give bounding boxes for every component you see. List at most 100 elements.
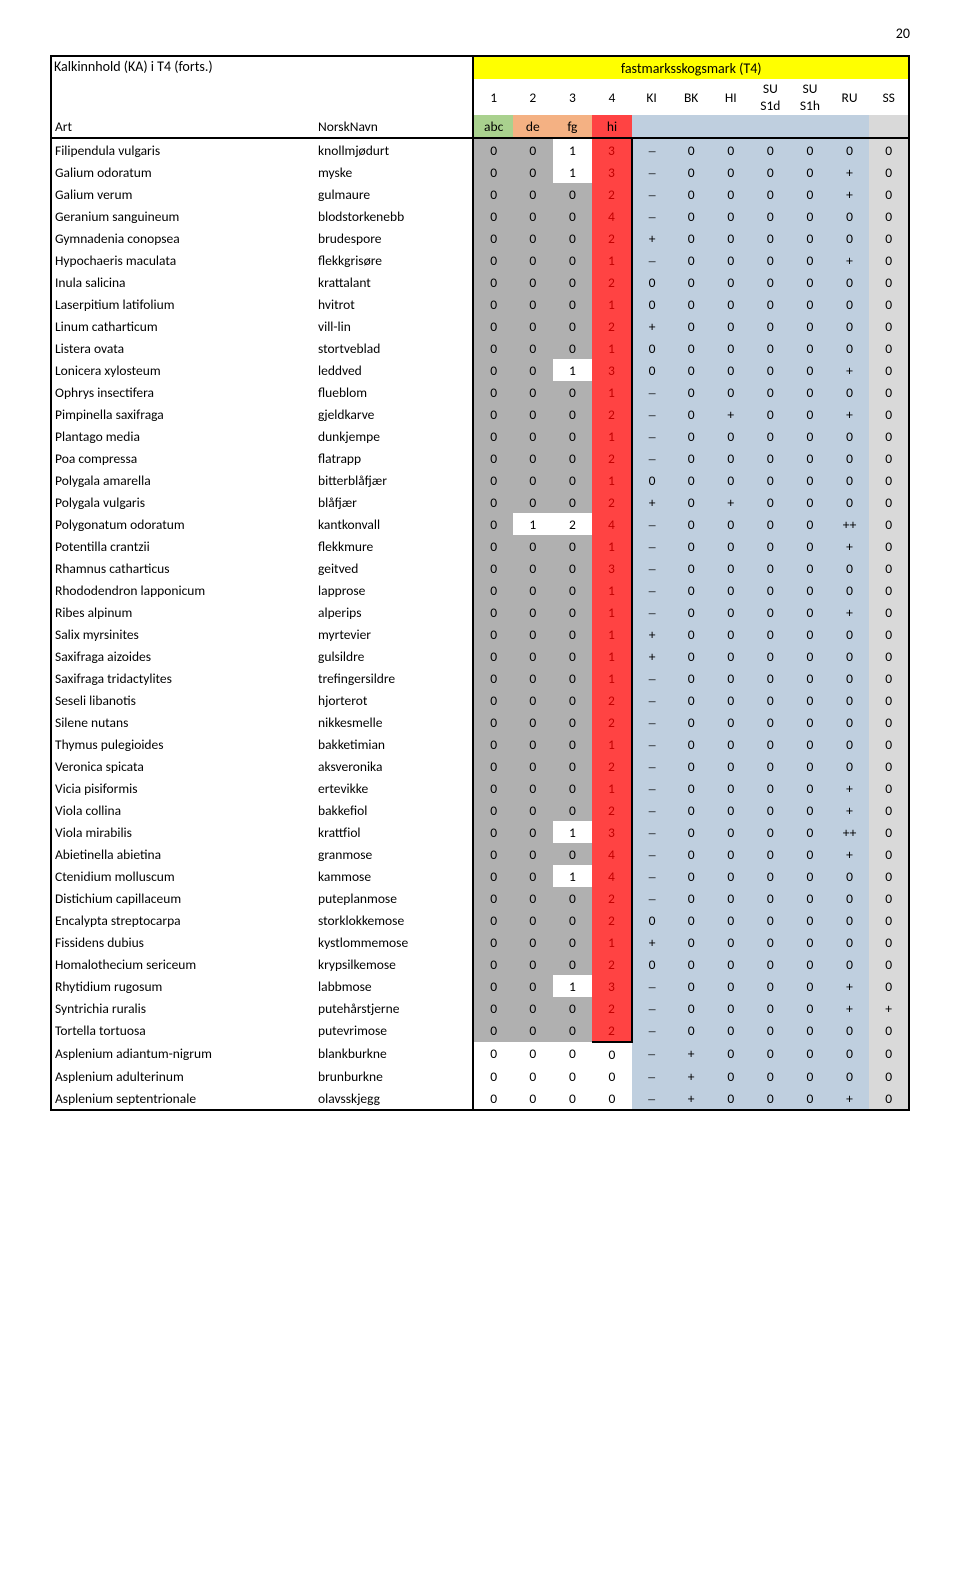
cell-v1: 0 [513, 975, 553, 997]
cell-d3: 0 [751, 403, 791, 425]
cell-d0: – [632, 535, 672, 557]
table-row: Saxifraga aizoidesgulsildre0001+000000 [51, 645, 909, 667]
cell-norsk: blåfjær [315, 491, 473, 513]
cell-art: Asplenium septentrionale [51, 1087, 315, 1110]
cell-v1: 0 [513, 447, 553, 469]
cell-norsk: bitterblåfjær [315, 469, 473, 491]
cell-art: Rhamnus catharticus [51, 557, 315, 579]
cell-norsk: gulsildre [315, 645, 473, 667]
cell-d5: 0 [830, 557, 870, 579]
cell-v1: 0 [513, 249, 553, 271]
cell-d1: 0 [671, 227, 711, 249]
cell-v0: 0 [473, 293, 513, 315]
cell-d1: 0 [671, 491, 711, 513]
cell-d2: 0 [711, 513, 751, 535]
col-1: 1 [473, 79, 513, 115]
table-row: Veronica spicataaksveronika0002–000000 [51, 755, 909, 777]
cell-d1: 0 [671, 271, 711, 293]
cell-v3: 1 [592, 469, 632, 491]
cell-d1: 0 [671, 887, 711, 909]
cell-d4: 0 [790, 205, 830, 227]
cell-d3: 0 [751, 997, 791, 1019]
cell-norsk: krypsilkemose [315, 953, 473, 975]
cell-d5: 0 [830, 447, 870, 469]
cell-v1: 0 [513, 183, 553, 205]
cell-d0: – [632, 667, 672, 689]
cell-d5: 0 [830, 1019, 870, 1042]
cell-v0: 0 [473, 733, 513, 755]
cell-v0: 0 [473, 931, 513, 953]
table-row: Polygala vulgarisblåfjær0002+0+0000 [51, 491, 909, 513]
cell-v1: 0 [513, 491, 553, 513]
cell-d2: 0 [711, 535, 751, 557]
cell-d4: 0 [790, 403, 830, 425]
cell-art: Ophrys insectifera [51, 381, 315, 403]
table-row: Homalothecium sericeumkrypsilkemose00020… [51, 953, 909, 975]
col-3: 3 [553, 79, 593, 115]
cell-d5: 0 [830, 579, 870, 601]
cell-v3: 2 [592, 315, 632, 337]
cell-d6: 0 [869, 425, 909, 447]
cell-d0: – [632, 138, 672, 161]
cell-d6: 0 [869, 931, 909, 953]
cell-d5: + [830, 777, 870, 799]
cell-v0: 0 [473, 1019, 513, 1042]
cell-d1: 0 [671, 447, 711, 469]
cell-v2: 2 [553, 513, 593, 535]
table-row: Encalypta streptocarpastorklokkemose0002… [51, 909, 909, 931]
cell-norsk: leddved [315, 359, 473, 381]
cell-d2: 0 [711, 557, 751, 579]
col-bk: BK [671, 79, 711, 115]
cell-d2: 0 [711, 205, 751, 227]
cell-d3: 0 [751, 557, 791, 579]
cell-d0: – [632, 689, 672, 711]
cell-art: Saxifraga tridactylites [51, 667, 315, 689]
cell-d0: – [632, 777, 672, 799]
cell-v3: 1 [592, 733, 632, 755]
cell-d0: – [632, 205, 672, 227]
cell-v3: 1 [592, 579, 632, 601]
cell-d4: 0 [790, 755, 830, 777]
table-row: Salix myrsinitesmyrtevier0001+000000 [51, 623, 909, 645]
cell-d6: 0 [869, 1087, 909, 1110]
cell-d6: 0 [869, 579, 909, 601]
cell-d3: 0 [751, 491, 791, 513]
cell-v3: 2 [592, 183, 632, 205]
cell-d3: 0 [751, 711, 791, 733]
cell-v2: 1 [553, 359, 593, 381]
cell-d0: + [632, 227, 672, 249]
cell-v3: 0 [592, 1087, 632, 1110]
cell-d5: 0 [830, 381, 870, 403]
cell-d3: 0 [751, 601, 791, 623]
cell-v2: 0 [553, 491, 593, 513]
cell-d2: 0 [711, 183, 751, 205]
cell-d5: 0 [830, 1065, 870, 1087]
cell-norsk: lapprose [315, 579, 473, 601]
cell-d3: 0 [751, 623, 791, 645]
cell-d4: 0 [790, 425, 830, 447]
cell-v2: 0 [553, 755, 593, 777]
cell-d6: 0 [869, 337, 909, 359]
cell-d1: 0 [671, 161, 711, 183]
cell-d4: 0 [790, 821, 830, 843]
cell-v2: 0 [553, 887, 593, 909]
col-hi: HI [711, 79, 751, 115]
cell-v2: 0 [553, 953, 593, 975]
cell-norsk: flekkgrisøre [315, 249, 473, 271]
cell-d2: 0 [711, 359, 751, 381]
cell-d0: – [632, 601, 672, 623]
table-title: Kalkinnhold (KA) i T4 (forts.) [51, 56, 315, 115]
cell-v0: 0 [473, 711, 513, 733]
cell-v3: 3 [592, 975, 632, 997]
cell-d2: 0 [711, 315, 751, 337]
cell-v2: 0 [553, 293, 593, 315]
cell-v2: 0 [553, 689, 593, 711]
cell-v3: 2 [592, 711, 632, 733]
cell-v1: 0 [513, 645, 553, 667]
cell-d0: 0 [632, 337, 672, 359]
cell-v3: 4 [592, 513, 632, 535]
cell-art: Asplenium adiantum-nigrum [51, 1042, 315, 1065]
table-row: Ctenidium molluscumkammose0014–000000 [51, 865, 909, 887]
cell-art: Veronica spicata [51, 755, 315, 777]
cell-d6: 0 [869, 161, 909, 183]
